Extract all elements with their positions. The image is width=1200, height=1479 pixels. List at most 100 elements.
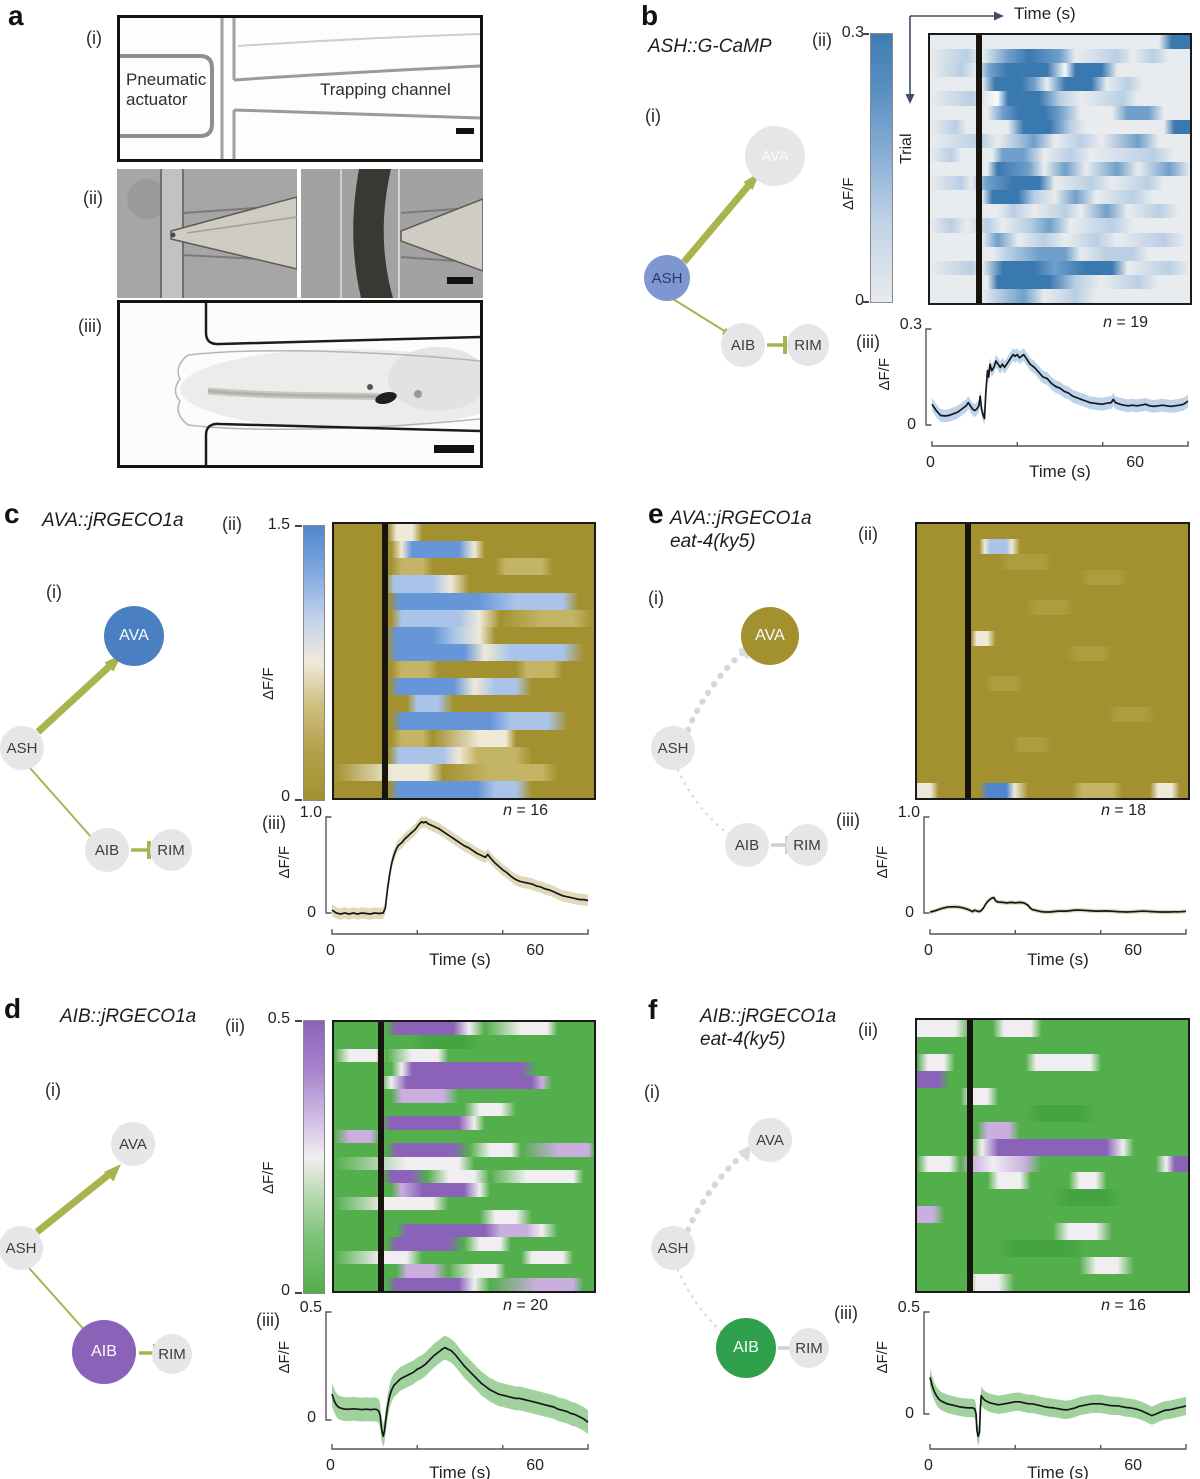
node-f-aib-label: AIB [733, 1339, 759, 1356]
trace-f-x60: 60 [1124, 1457, 1142, 1474]
panel-f-title-1: AIB::jRGECO1a [700, 1006, 837, 1027]
colorbar-c-min: 0 [281, 788, 290, 805]
circuit-c-arrows [29, 654, 151, 859]
trace-e-n: n = 18 [1101, 802, 1146, 819]
stimulus-bar-f [966, 1020, 973, 1291]
node-b-ash: ASH [644, 255, 690, 301]
panel-f-sub-iii: (iii) [834, 1303, 858, 1323]
panel-b-sub-ii: (ii) [812, 30, 832, 50]
micrograph-chip-overview: Pneumatic actuator Trapping channel [117, 15, 483, 162]
pneumatic-actuator-label: Pneumatic actuator [126, 70, 207, 110]
trial-arrowhead [905, 94, 915, 104]
node-e-ash-label: ASH [657, 739, 689, 757]
panel-c-title: AVA::jRGECO1a [42, 510, 184, 531]
node-c-ava-label: AVA [119, 627, 149, 644]
neuron-soma-blob [375, 391, 397, 405]
trace-f-x0: 0 [924, 1457, 933, 1474]
heatmap-e [915, 522, 1190, 800]
node-b-ash-label: ASH [651, 269, 683, 287]
panel-d-sub-ii: (ii) [225, 1016, 245, 1036]
micrograph-fluorescence [117, 300, 516, 468]
trace-e-ylabel: ΔF/F [874, 846, 891, 879]
chip-channels-drawing [120, 18, 481, 159]
colorbar-b [870, 33, 893, 303]
node-c-aib: AIB [85, 828, 129, 872]
colorbar-d [303, 1020, 325, 1294]
panel-b-title: ASH::G-CaMP [648, 36, 772, 57]
node-d-ava: AVA [111, 1122, 155, 1166]
node-e-rim-label: RIM [793, 836, 821, 854]
trace-f-plot [923, 1311, 1187, 1450]
stimulus-bar-e [965, 524, 972, 798]
trace-c-y0: 0 [307, 904, 316, 921]
trace-b-y0: 0 [907, 416, 916, 433]
node-d-ava-label: AVA [119, 1135, 147, 1153]
panel-c-letter: c [4, 498, 20, 529]
trace-c-ylabel: ΔF/F [276, 846, 293, 879]
node-d-aib: AIB [72, 1320, 136, 1384]
panel-f-title-2: eat-4(ky5) [700, 1029, 786, 1050]
trace-f-y0: 0 [905, 1405, 914, 1422]
panel-b-sub-i: (i) [645, 106, 661, 126]
dashed-arrowhead-ava-f [738, 1144, 752, 1162]
panel-e-sub-ii: (ii) [858, 524, 878, 544]
heatmap-b [928, 33, 1192, 305]
node-b-rim: RIM [787, 324, 829, 366]
trace-b-ymax: 0.3 [899, 316, 922, 333]
trace-c-n: n = 16 [503, 802, 548, 819]
node-e-aib: AIB [725, 823, 769, 867]
stimulus-bar-d [377, 1022, 384, 1291]
node-f-ash: ASH [651, 1226, 695, 1270]
trace-d-x0: 0 [326, 1457, 335, 1474]
trace-d-plot [325, 1311, 589, 1450]
colorbar-d-label: ΔF/F [260, 1161, 277, 1194]
trace-b-n: n = 19 [1103, 314, 1148, 331]
heatmap-c [332, 522, 596, 800]
node-c-aib-label: AIB [94, 841, 120, 859]
colorbar-b-label: ΔF/F [840, 177, 857, 210]
trace-b-plot [925, 328, 1189, 447]
micrograph-worm-nose-right [301, 169, 483, 298]
node-c-rim: RIM [150, 829, 192, 871]
node-d-rim-label: RIM [158, 1345, 186, 1363]
colorbar-d-min: 0 [281, 1282, 290, 1299]
node-f-rim: RIM [789, 1328, 829, 1368]
panel-d-sub-i: (i) [45, 1080, 61, 1100]
node-b-aib-label: AIB [730, 336, 756, 354]
trace-e-ymax: 1.0 [897, 804, 920, 821]
trace-d-ymax: 0.5 [299, 1299, 322, 1316]
trace-panel-f: n = 16 0.5 ΔF/F 0 0 60 Time (s) [848, 1295, 1200, 1479]
trace-f-ylabel: ΔF/F [874, 1341, 891, 1374]
node-f-ava: AVA [748, 1118, 792, 1162]
panel-a-letter: a [8, 0, 24, 31]
heatmap-d [332, 1020, 596, 1293]
panel-d-sub-iii: (iii) [256, 1310, 280, 1330]
colorbar-d-max: 0.5 [267, 1010, 290, 1027]
panel-e-sub-iii: (iii) [836, 810, 860, 830]
node-f-rim-label: RIM [795, 1339, 823, 1357]
trace-f-xlabel: Time (s) [1027, 1463, 1089, 1479]
panel-b-sub-iii: (iii) [856, 332, 880, 352]
node-c-rim-label: RIM [157, 841, 185, 859]
heatmap-b-trial-label: Trial [898, 133, 915, 164]
node-e-rim: RIM [786, 824, 828, 866]
trace-e-plot [923, 816, 1187, 935]
panel-e-title-2: eat-4(ky5) [670, 531, 756, 552]
trace-e-x0: 0 [924, 942, 933, 959]
node-f-ava-label: AVA [756, 1131, 784, 1149]
node-c-ash-label: ASH [6, 739, 38, 757]
trace-d-y0: 0 [307, 1409, 316, 1426]
panel-a-sub-i: (i) [86, 28, 102, 48]
node-d-aib-label: AIB [91, 1343, 117, 1360]
trace-e-xlabel: Time (s) [1027, 950, 1089, 969]
trace-panel-c: n = 16 1.0 ΔF/F 0 0 60 Time (s) [250, 800, 610, 975]
stimulus-bar-b [976, 35, 983, 303]
panel-e-letter: e [648, 498, 664, 529]
node-d-ash: ASH [0, 1226, 43, 1270]
node-d-ash-label: ASH [5, 1239, 37, 1257]
node-b-ava: AVA [745, 126, 805, 186]
node-f-ash-label: ASH [657, 1239, 689, 1257]
colorbar-b-max: 0.3 [841, 24, 864, 41]
trace-d-x60: 60 [526, 1457, 544, 1474]
node-d-rim: RIM [152, 1334, 192, 1374]
